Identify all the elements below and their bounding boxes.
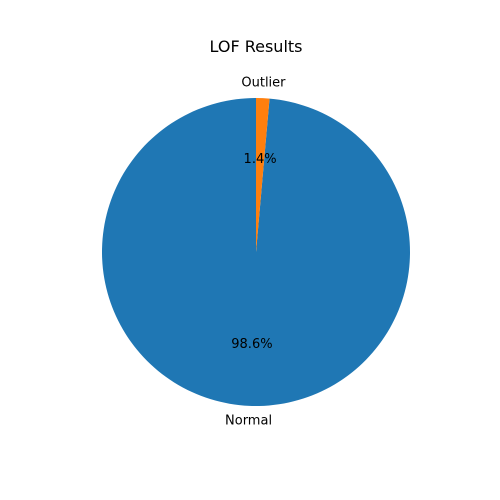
slice-label-normal: Normal [225,414,272,429]
chart-title: LOF Results [210,37,303,56]
percent-label-outlier: 1.4% [244,152,277,167]
pie-slice-outlier [256,98,270,252]
pie-labels: Normal 98.6% Outlier 1.4% [225,75,286,428]
slice-label-outlier: Outlier [241,75,286,90]
pie-slices [101,98,411,407]
percent-label-normal: 98.6% [231,337,272,352]
pie-slice-normal [101,98,411,407]
